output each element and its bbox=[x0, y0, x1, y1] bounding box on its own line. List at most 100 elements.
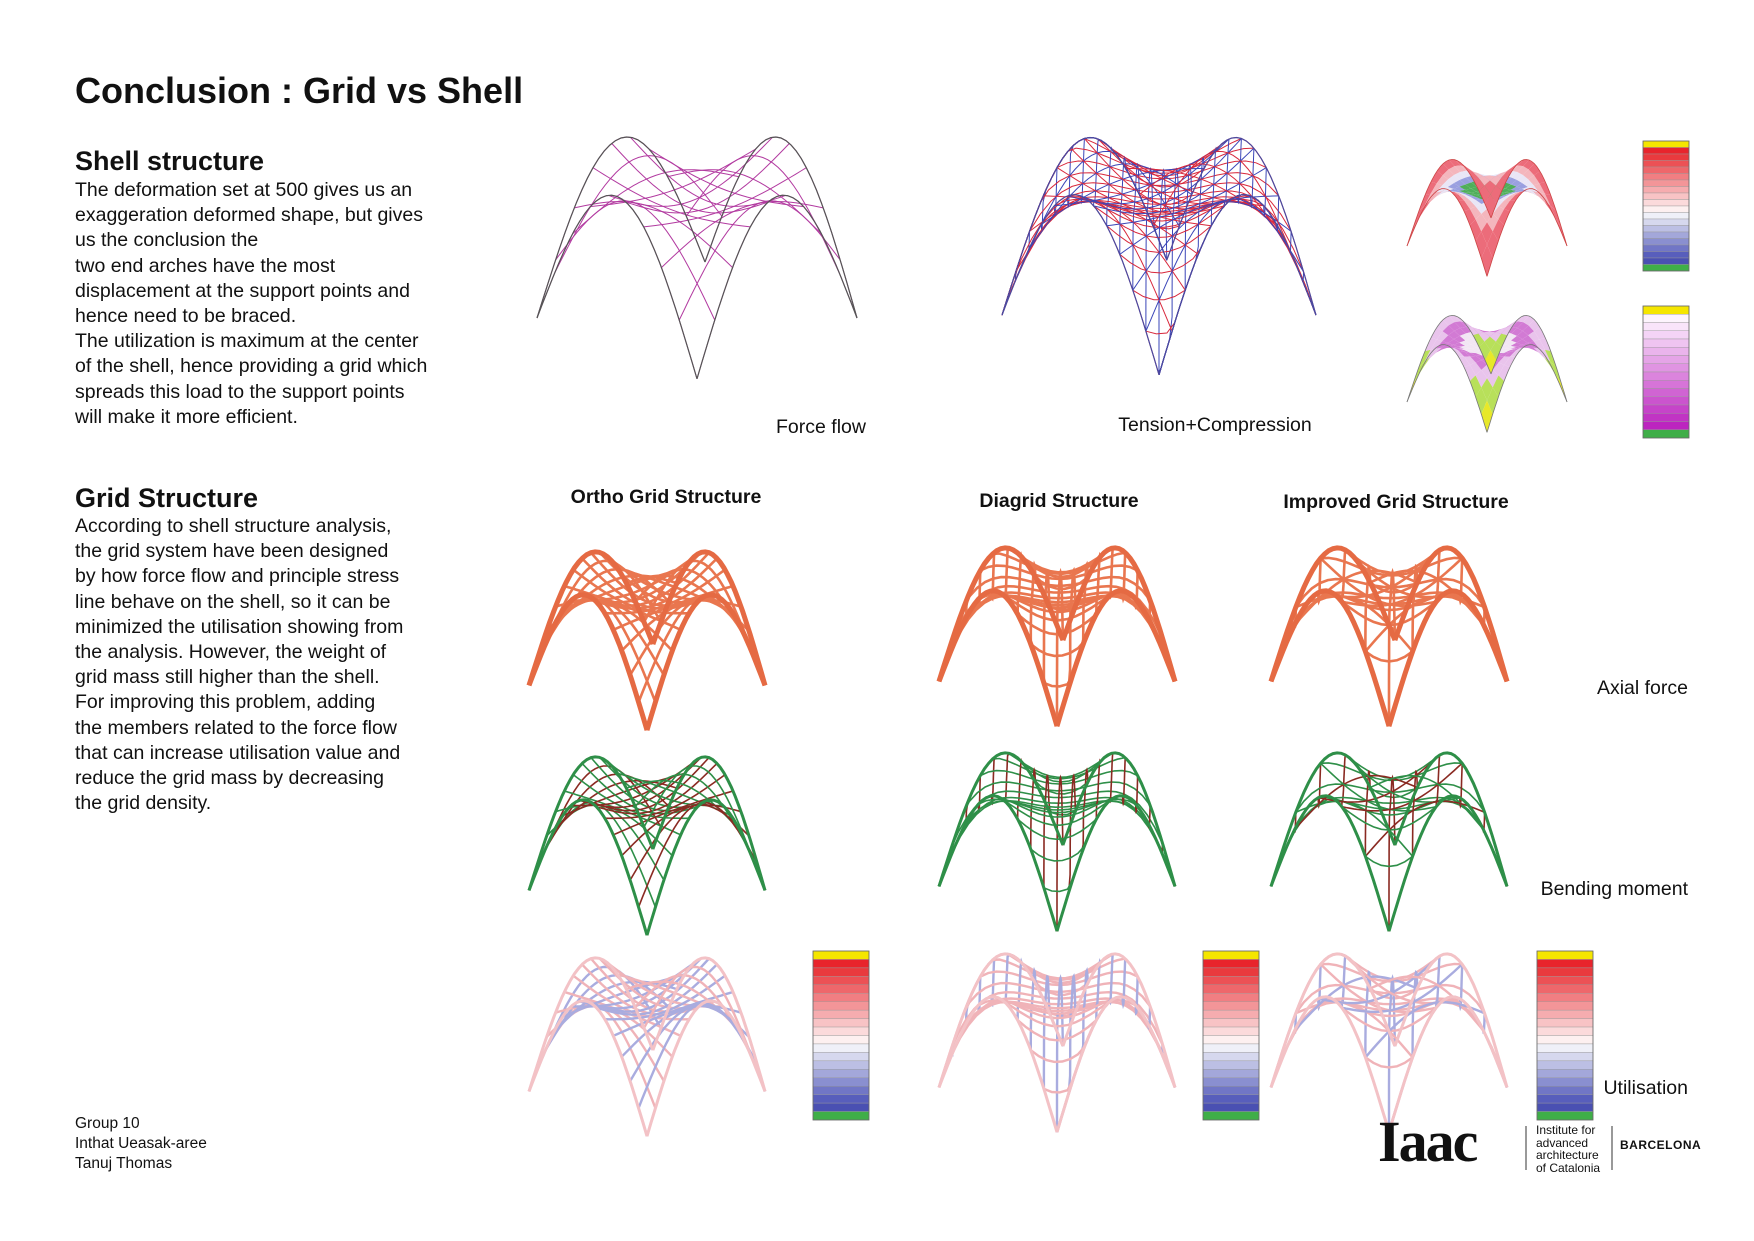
logo-city: BARCELONA bbox=[1620, 1138, 1702, 1152]
member bbox=[1119, 194, 1317, 316]
paragraph: The deformation set at 500 gives us an ex… bbox=[75, 178, 427, 430]
surface-patch bbox=[1459, 177, 1472, 185]
surface-patch bbox=[1470, 347, 1483, 351]
member bbox=[1270, 794, 1390, 932]
surface-patch bbox=[1430, 183, 1443, 194]
member bbox=[554, 155, 723, 274]
edge-arch bbox=[1061, 751, 1177, 887]
legend-swatch bbox=[1202, 1009, 1260, 1019]
surface-patch bbox=[1481, 244, 1493, 277]
member bbox=[637, 1002, 759, 1109]
surface-patch bbox=[1441, 347, 1454, 350]
surface-patch bbox=[1522, 325, 1535, 336]
surface-patch bbox=[1511, 335, 1523, 343]
surface-patch bbox=[1458, 348, 1471, 353]
surface-patch bbox=[1550, 361, 1562, 384]
legend-swatch bbox=[1536, 1077, 1594, 1087]
surface-patch bbox=[1498, 350, 1511, 354]
member bbox=[587, 757, 710, 812]
member bbox=[678, 200, 841, 321]
surface-patch bbox=[1430, 347, 1442, 357]
legend-swatch bbox=[1202, 976, 1260, 985]
legend-swatch bbox=[1642, 140, 1690, 148]
surface-patch bbox=[1533, 347, 1545, 357]
edge-arch bbox=[1269, 952, 1397, 1088]
surface-patch bbox=[1470, 352, 1482, 357]
surface-patch bbox=[1458, 200, 1470, 212]
legend-swatch bbox=[1642, 192, 1690, 200]
surface-patch bbox=[1447, 339, 1460, 345]
surface-patch bbox=[1523, 316, 1535, 326]
surface-patch bbox=[1498, 200, 1510, 209]
legend-swatch bbox=[812, 1085, 870, 1095]
surface-patch bbox=[1478, 176, 1490, 186]
surface-patch bbox=[1436, 331, 1449, 342]
legend-swatch bbox=[1642, 421, 1690, 430]
edge-arch bbox=[536, 194, 698, 379]
surface-patch bbox=[1470, 200, 1482, 207]
surface-patch bbox=[1534, 327, 1546, 340]
edge-arch bbox=[645, 999, 767, 1137]
surface-patch bbox=[1470, 194, 1482, 198]
member bbox=[1388, 794, 1486, 932]
surface-patch bbox=[1528, 175, 1540, 186]
surface-patch bbox=[1498, 356, 1510, 365]
surface-patch bbox=[1522, 179, 1534, 188]
surface-patch bbox=[1431, 327, 1443, 340]
surface-patch bbox=[1448, 166, 1461, 175]
legend-swatch bbox=[1536, 984, 1594, 994]
utilisation-shell bbox=[1406, 159, 1568, 277]
grid-structure bbox=[527, 956, 767, 1137]
edge-arch bbox=[651, 956, 767, 1092]
legend-swatch bbox=[1642, 251, 1690, 259]
paragraph-line: According to shell structure analysis, bbox=[75, 515, 392, 537]
surface-patch bbox=[1478, 332, 1490, 342]
surface-patch bbox=[1469, 362, 1482, 376]
surface-patch bbox=[1533, 183, 1545, 194]
paragraph-line: reduce the grid mass by decreasing bbox=[75, 767, 384, 790]
member bbox=[1294, 774, 1418, 831]
member bbox=[667, 169, 822, 235]
edge-arch bbox=[1055, 995, 1177, 1133]
member bbox=[1145, 194, 1317, 335]
edge-arch bbox=[644, 592, 768, 731]
legend-swatch bbox=[1202, 993, 1260, 1002]
surface-patch bbox=[1528, 331, 1540, 342]
legend-swatch bbox=[812, 993, 870, 1002]
member bbox=[1132, 201, 1292, 291]
legend-swatch bbox=[1642, 338, 1690, 348]
surface-patch bbox=[1533, 339, 1545, 350]
edge-arch bbox=[936, 588, 1060, 727]
legend-swatch bbox=[1536, 967, 1594, 977]
surface-patch bbox=[1516, 183, 1528, 189]
paragraph-line: the members related to the force flow bbox=[75, 716, 397, 739]
edge-arch bbox=[1386, 588, 1510, 727]
surface-patch bbox=[1492, 219, 1505, 241]
legend-swatch bbox=[1536, 1094, 1594, 1104]
legend-frame bbox=[812, 950, 870, 1121]
member bbox=[1388, 774, 1396, 932]
legend-swatch bbox=[1642, 388, 1690, 397]
surface-patch bbox=[1550, 205, 1562, 228]
surface-patch bbox=[1458, 192, 1471, 195]
surface-patch bbox=[1442, 179, 1454, 188]
legend-swatch bbox=[1536, 1085, 1594, 1095]
surface-patch bbox=[1459, 184, 1471, 190]
utilisation-legend bbox=[812, 950, 870, 1121]
surface-patch bbox=[1465, 338, 1477, 345]
edge-arch bbox=[1387, 995, 1509, 1133]
edge-arch bbox=[526, 592, 650, 731]
legend-swatch bbox=[1642, 322, 1690, 331]
member bbox=[1269, 952, 1397, 1088]
member bbox=[1015, 198, 1173, 332]
surface-patch bbox=[1528, 319, 1540, 332]
legend-swatch bbox=[812, 1060, 870, 1070]
surface-patch bbox=[1490, 341, 1502, 360]
member bbox=[637, 801, 758, 908]
member bbox=[528, 756, 654, 891]
surface-patch bbox=[1504, 200, 1516, 212]
surface-patch bbox=[1460, 326, 1472, 334]
member bbox=[527, 593, 649, 731]
member bbox=[587, 551, 710, 607]
